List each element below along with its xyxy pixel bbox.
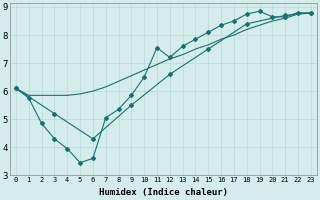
X-axis label: Humidex (Indice chaleur): Humidex (Indice chaleur) <box>99 188 228 197</box>
